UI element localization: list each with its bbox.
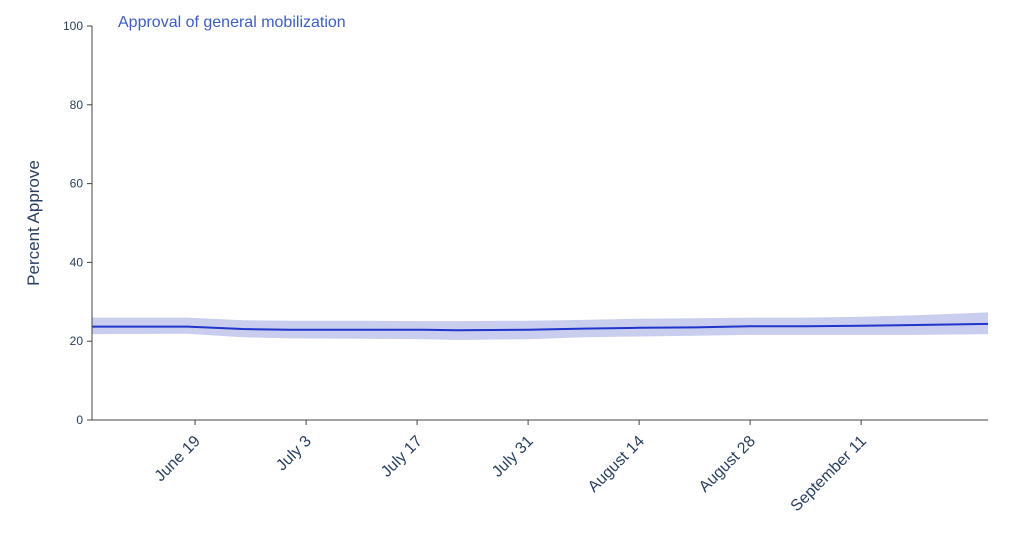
axes (91, 26, 988, 421)
y-tick-label: 0 (76, 413, 83, 427)
y-tick-label: 40 (70, 255, 84, 269)
y-tick-label: 100 (63, 19, 83, 33)
x-tick-label: July 3 (273, 433, 315, 475)
chart-title: Approval of general mobilization (118, 14, 346, 31)
series-line (92, 322, 989, 332)
y-ticks: 0 20 40 60 80 100 (63, 19, 92, 427)
y-axis-title: Percent Approve (24, 160, 43, 286)
y-tick-label: 60 (70, 177, 84, 191)
y-tick-label: 20 (70, 334, 84, 348)
x-tick-label: August 28 (696, 433, 759, 496)
x-tick-label: June 19 (152, 433, 204, 485)
y-tick-label: 80 (70, 98, 84, 112)
x-tick-label: July 31 (489, 433, 537, 481)
x-tick-label: September 11 (788, 433, 870, 515)
x-ticks: June 19 July 3 July 17 July 31 August 14 Augu… (152, 420, 870, 515)
plot-area (92, 312, 989, 340)
x-tick-label: July 17 (378, 433, 426, 481)
confidence-band (92, 312, 988, 340)
x-tick-label: August 14 (585, 433, 648, 496)
